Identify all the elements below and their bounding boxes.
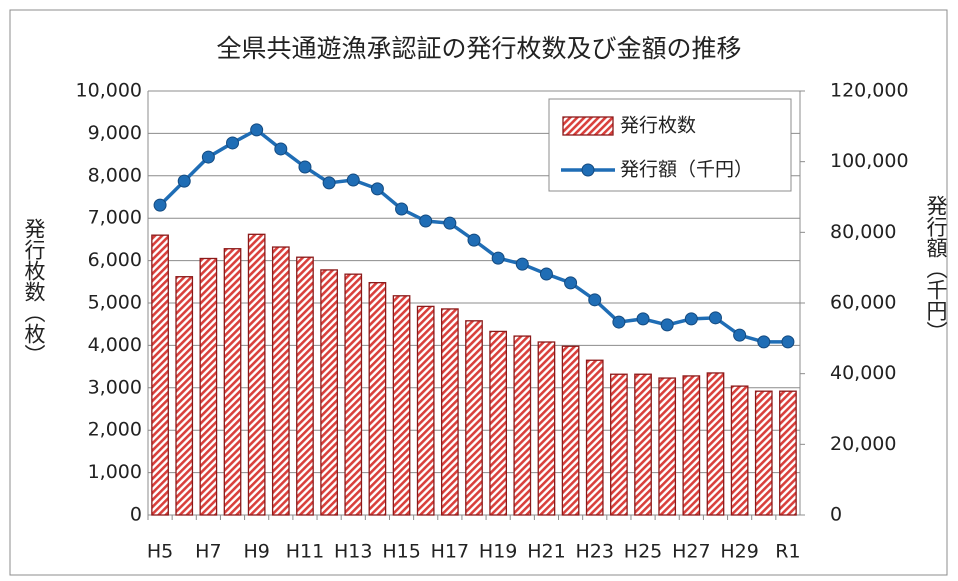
line-marker [757,335,771,349]
bar [779,390,797,516]
legend-swatch [562,116,614,136]
bar [175,276,194,516]
legend-label: 発行額（千円） [620,159,753,181]
bar [151,234,169,516]
x-tick-label: H29 [720,541,758,563]
bar [585,359,604,516]
line-marker [153,198,167,212]
bar [465,320,483,516]
bar [247,233,266,516]
line-marker [298,160,312,174]
y-tick-label: 5,000 [88,292,142,314]
line-marker [467,233,481,247]
y-tick-label: 0 [130,504,142,526]
x-tick-label: H23 [576,541,614,563]
bar [223,248,242,516]
bar [199,257,218,516]
bar [730,385,749,516]
x-tick-label: H11 [286,541,324,563]
line-marker [370,182,384,196]
line-marker [346,173,360,187]
y-tick-label: 2,000 [88,419,142,441]
x-tick-label: R1 [775,541,800,563]
bar [344,273,363,516]
bar [440,308,459,516]
line-marker [177,174,191,188]
line-marker [250,123,264,137]
bar [320,269,338,516]
line-marker [781,335,795,349]
x-tick-label: H27 [672,541,710,563]
x-tick-label: H9 [243,541,269,563]
line-marker [274,142,288,156]
line-marker [515,257,529,271]
line-marker [443,216,457,230]
bar [682,375,701,516]
x-tick-label: H15 [382,541,420,563]
y-tick-label: 8,000 [88,164,142,186]
bar [489,330,508,516]
y-tick-label: 6,000 [88,249,142,271]
y-tick-label: 7,000 [88,207,142,229]
line-marker [491,251,505,265]
bar [416,305,435,516]
bar [610,373,628,516]
x-tick-label: H25 [624,541,662,563]
bar [754,390,773,516]
y-tick-label: 10,000 [76,80,142,102]
bar [271,246,290,516]
y2-tick-label: 40,000 [830,362,896,384]
line-marker [419,214,433,228]
line-marker [612,315,626,329]
x-tick-label: H5 [147,541,173,563]
bar [706,372,725,516]
line-marker [201,150,215,164]
bar [537,341,556,516]
line-marker [539,267,553,281]
bar [368,281,387,516]
y2-axis-title: 発行額（千円） [924,195,948,342]
bar [561,345,580,516]
line-marker [226,136,240,150]
line-marker [733,328,747,342]
y2-tick-label: 80,000 [830,221,896,243]
line-marker [395,202,409,216]
y-tick-label: 9,000 [88,122,142,144]
line-marker [636,312,650,326]
x-tick-label: H7 [195,541,221,563]
y2-tick-label: 60,000 [830,292,896,314]
bar [392,295,411,516]
y2-tick-label: 0 [830,504,842,526]
line-marker [660,318,674,332]
line-marker [708,311,722,325]
y2-tick-label: 100,000 [830,150,909,172]
line-marker [588,293,602,307]
y2-tick-label: 120,000 [830,80,909,102]
legend-swatch-marker [581,163,595,177]
chart-title: 全県共通遊漁承認証の発行枚数及び金額の推移 [216,34,741,63]
bar [296,256,314,516]
y-tick-label: 4,000 [88,334,142,356]
bar [634,373,652,516]
bar [658,377,677,516]
line-marker [322,176,336,190]
y-tick-label: 3,000 [88,376,142,398]
x-tick-label: H17 [431,541,469,563]
y-tick-label: 1,000 [88,461,142,483]
bar [513,335,532,516]
y-axis-title: 発行枚数（枚） [22,218,46,365]
legend-label: 発行枚数 [620,115,696,137]
line-marker [684,312,698,326]
line-marker [564,276,578,290]
x-tick-label: H13 [334,541,372,563]
x-tick-label: H21 [527,541,565,563]
x-tick-label: H19 [479,541,517,563]
y2-tick-label: 20,000 [830,433,896,455]
